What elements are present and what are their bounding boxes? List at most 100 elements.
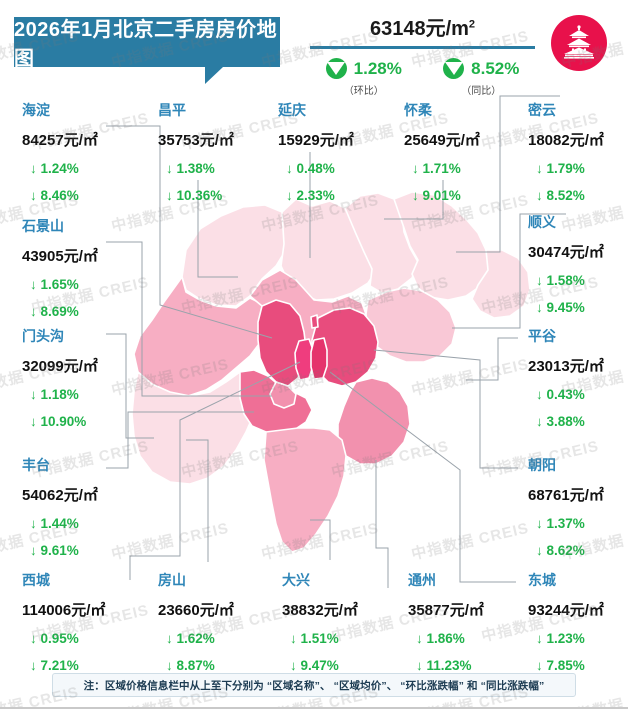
region-price: 23013元/㎡ bbox=[528, 358, 604, 375]
region-mom-change: ↓ 1.44% bbox=[30, 516, 79, 531]
region-label-8[interactable]: 平谷 23013元/㎡ ↓ 0.43% ↓ 3.88% bbox=[528, 326, 628, 441]
region-label-7[interactable]: 门头沟 32099元/㎡ ↓ 1.18% ↓ 10.90% bbox=[22, 326, 148, 441]
region-price: 35877元/㎡ bbox=[408, 602, 484, 619]
region-price: 35753元/㎡ bbox=[158, 132, 234, 149]
leader-huairou bbox=[384, 180, 444, 220]
region-mom-change: ↓ 1.58% bbox=[536, 273, 585, 288]
page-title: 2026年1月北京二手房房价地图 bbox=[14, 19, 278, 70]
region-label-3[interactable]: 怀柔 25649元/㎡ ↓ 1.71% ↓ 9.01% bbox=[404, 100, 530, 215]
map-region-xicheng[interactable] bbox=[294, 338, 314, 381]
stat-mom-line: 1.28% bbox=[325, 58, 402, 79]
region-mom-change: ↓ 1.23% bbox=[536, 631, 585, 646]
region-yoy-change: ↓ 9.47% bbox=[290, 658, 339, 673]
region-name: 怀柔 bbox=[404, 102, 432, 118]
stat-yoy-value: 8.52% bbox=[471, 58, 520, 78]
region-mom-change: ↓ 1.65% bbox=[30, 277, 79, 292]
region-price: 114006元/㎡ bbox=[22, 602, 106, 619]
region-mom-change: ↓ 1.24% bbox=[30, 161, 79, 176]
region-label-9[interactable]: 丰台 54062元/㎡ ↓ 1.44% ↓ 9.61% bbox=[22, 455, 148, 570]
region-name: 通州 bbox=[408, 572, 436, 588]
header: 2026年1月北京二手房房价地图 63148元/m2 1.28% （环比） bbox=[0, 0, 628, 97]
region-price: 38832元/㎡ bbox=[282, 602, 358, 619]
city-summary-stats: 63148元/m2 1.28% （环比） bbox=[305, 12, 540, 97]
region-price: 68761元/㎡ bbox=[528, 487, 604, 504]
map-region-enclave[interactable] bbox=[310, 314, 319, 329]
region-mom-change: ↓ 1.86% bbox=[416, 631, 465, 646]
region-price: 84257元/㎡ bbox=[22, 132, 98, 149]
map-region-fangshan[interactable] bbox=[131, 371, 259, 485]
region-label-0[interactable]: 海淀 84257元/㎡ ↓ 1.24% ↓ 8.46% bbox=[22, 100, 148, 215]
region-price: 43905元/㎡ bbox=[22, 248, 98, 265]
region-name: 丰台 bbox=[22, 457, 50, 473]
region-yoy-change: ↓ 11.23% bbox=[416, 658, 472, 673]
region-name: 朝阳 bbox=[528, 457, 556, 473]
region-name: 西城 bbox=[22, 572, 50, 588]
region-mom-change: ↓ 1.79% bbox=[536, 161, 585, 176]
title-banner-tail bbox=[205, 67, 223, 84]
unit-superscript: 2 bbox=[468, 18, 476, 31]
region-label-11[interactable]: 西城 114006元/㎡ ↓ 0.95% ↓ 7.21% bbox=[22, 570, 148, 685]
region-price: 54062元/㎡ bbox=[22, 487, 98, 504]
region-label-10[interactable]: 朝阳 68761元/㎡ ↓ 1.37% ↓ 8.62% bbox=[528, 455, 628, 570]
stat-row: 1.28% （环比） 8.52% （同比） bbox=[305, 58, 540, 97]
region-price: 15929元/㎡ bbox=[278, 132, 354, 149]
region-price: 25649元/㎡ bbox=[404, 132, 480, 149]
stat-mom-value: 1.28% bbox=[353, 58, 402, 78]
region-name: 平谷 bbox=[528, 328, 556, 344]
region-name: 门头沟 bbox=[22, 328, 64, 344]
leader-shijingshan bbox=[106, 241, 272, 397]
title-banner: 2026年1月北京二手房房价地图 bbox=[14, 17, 280, 70]
region-yoy-change: ↓ 10.36% bbox=[166, 188, 223, 203]
map-region-daxing[interactable] bbox=[263, 427, 347, 553]
stat-yoy-label: （同比） bbox=[461, 86, 502, 97]
leader-dongcheng bbox=[329, 371, 516, 583]
region-label-15[interactable]: 东城 93244元/㎡ ↓ 1.23% ↓ 7.85% bbox=[528, 570, 628, 685]
triangle-down-icon bbox=[325, 58, 347, 79]
region-yoy-change: ↓ 7.21% bbox=[30, 658, 79, 673]
leader-daxing bbox=[310, 519, 331, 560]
temple-of-heaven-logo bbox=[551, 15, 607, 71]
region-mom-change: ↓ 0.43% bbox=[536, 387, 585, 402]
leader-mentougou bbox=[106, 333, 154, 439]
region-price: 93244元/㎡ bbox=[528, 602, 604, 619]
region-mom-change: ↓ 1.62% bbox=[166, 631, 215, 646]
region-price: 18082元/㎡ bbox=[528, 132, 604, 149]
stat-mom-label: （环比） bbox=[343, 86, 384, 97]
region-name: 东城 bbox=[528, 572, 556, 588]
temple-of-heaven-icon bbox=[564, 25, 594, 59]
region-name: 石景山 bbox=[22, 218, 64, 234]
region-mom-change: ↓ 0.48% bbox=[286, 161, 335, 176]
map-region-dongcheng[interactable] bbox=[310, 337, 328, 380]
region-yoy-change: ↓ 9.45% bbox=[536, 300, 585, 315]
region-price: 30474元/㎡ bbox=[528, 244, 604, 261]
triangle-down-icon bbox=[443, 58, 465, 79]
region-yoy-change: ↓ 9.61% bbox=[30, 543, 79, 558]
region-label-5[interactable]: 石景山 43905元/㎡ ↓ 1.65% ↓ 8.69% bbox=[22, 216, 148, 331]
region-mom-change: ↓ 1.38% bbox=[166, 161, 215, 176]
region-name: 房山 bbox=[158, 572, 186, 588]
city-average-price-value: 63148元/m bbox=[369, 18, 469, 40]
stat-mom: 1.28% （环比） bbox=[305, 58, 423, 97]
region-name: 海淀 bbox=[22, 102, 50, 118]
region-label-2[interactable]: 延庆 15929元/㎡ ↓ 0.48% ↓ 2.33% bbox=[278, 100, 404, 215]
map-region-tongzhou[interactable] bbox=[337, 377, 411, 465]
region-label-14[interactable]: 通州 35877元/㎡ ↓ 1.86% ↓ 11.23% bbox=[408, 570, 534, 685]
region-label-12[interactable]: 房山 23660元/㎡ ↓ 1.62% ↓ 8.87% bbox=[158, 570, 284, 685]
region-mom-change: ↓ 1.37% bbox=[536, 516, 585, 531]
region-yoy-change: ↓ 8.52% bbox=[536, 188, 585, 203]
region-label-4[interactable]: 密云 18082元/㎡ ↓ 1.79% ↓ 8.52% bbox=[528, 100, 628, 215]
leader-tongzhou bbox=[375, 460, 389, 588]
leader-haidian bbox=[106, 125, 273, 339]
region-label-6[interactable]: 顺义 30474元/㎡ ↓ 1.58% ↓ 9.45% bbox=[528, 212, 628, 327]
region-label-1[interactable]: 昌平 35753元/㎡ ↓ 1.38% ↓ 10.36% bbox=[158, 100, 284, 215]
stat-divider bbox=[310, 46, 535, 49]
leader-changping bbox=[197, 180, 238, 278]
map-region-pinggu[interactable] bbox=[471, 249, 531, 319]
region-yoy-change: ↓ 8.69% bbox=[30, 304, 79, 319]
leader-fengtai bbox=[106, 411, 254, 469]
region-yoy-change: ↓ 9.01% bbox=[412, 188, 461, 203]
region-yoy-change: ↓ 8.46% bbox=[30, 188, 79, 203]
region-label-13[interactable]: 大兴 38832元/㎡ ↓ 1.51% ↓ 9.47% bbox=[282, 570, 408, 685]
